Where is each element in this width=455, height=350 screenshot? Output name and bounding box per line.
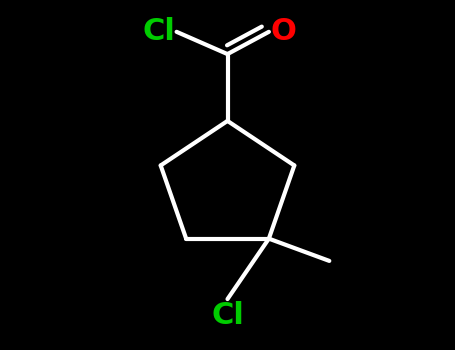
Text: O: O (270, 17, 296, 46)
Text: Cl: Cl (211, 301, 244, 330)
Text: Cl: Cl (142, 17, 175, 46)
